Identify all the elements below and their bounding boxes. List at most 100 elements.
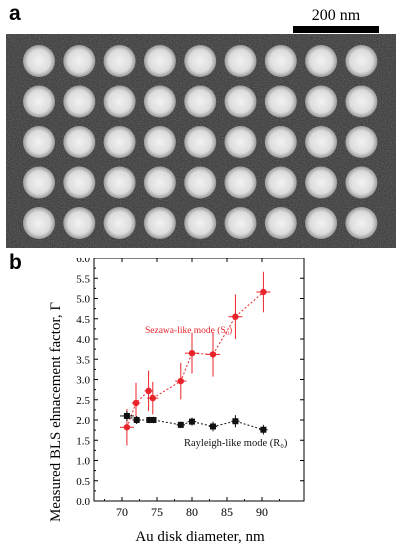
gold-disk: [345, 126, 378, 158]
gold-disk: [224, 85, 257, 118]
y-tick-label: 1.0: [76, 456, 90, 468]
data-point: [145, 387, 152, 395]
data-point: [232, 418, 239, 425]
annotation-rayleigh: Rayleigh-like mode (R₀): [184, 438, 288, 449]
data-point: [209, 351, 217, 358]
gold-disk: [23, 85, 55, 118]
y-tick-label: 4.5: [76, 314, 90, 326]
gold-disk: [264, 166, 297, 199]
gold-disk: [103, 45, 136, 77]
y-tick-label: 5.5: [76, 273, 90, 285]
y-tick-label: 4.0: [76, 334, 90, 346]
series-rayleigh: [119, 411, 268, 435]
gold-disk: [224, 166, 257, 199]
panel-label-a: a: [9, 2, 21, 25]
data-point: [149, 394, 156, 402]
gold-disk: [143, 85, 176, 118]
annotation-sezawa: Sezawa-like mode (S₀): [145, 325, 232, 336]
y-tick-label: 5.0: [76, 294, 90, 306]
gold-disk: [345, 207, 378, 239]
data-point: [260, 426, 267, 433]
sem-micrograph: [6, 34, 396, 248]
gold-disk: [264, 85, 297, 118]
series-line: [126, 291, 264, 428]
x-tick-label: 70: [116, 505, 128, 519]
chart: 0.0 0.5 1.0 1.5 2.0 2.5 3.0 3.5 4.0 4.5 5.0 5.5 6.0 7…: [48, 258, 305, 545]
y-tick-label: 1.5: [76, 435, 90, 447]
chart-annotations: Sezawa-like mode (S₀) Rayleigh-like mode …: [145, 325, 288, 449]
gold-disk: [345, 45, 378, 77]
gold-disk: [264, 207, 297, 239]
gold-disk: [224, 126, 257, 158]
gold-disk: [103, 126, 136, 158]
y-axis-label: Measured BLS ehnacement factor, Γ: [48, 302, 64, 522]
y-tick-label: 3.5: [76, 354, 90, 366]
gold-disk: [305, 207, 338, 239]
gold-disk: [143, 207, 176, 239]
gold-disk: [63, 45, 96, 77]
gold-disk: [184, 207, 217, 239]
gold-disk: [103, 85, 136, 118]
x-tick-label: 80: [186, 505, 198, 519]
gold-disk: [143, 126, 176, 158]
data-point: [189, 418, 195, 425]
data-point: [177, 421, 184, 428]
x-axis-label: Au disk diameter, nm: [135, 529, 265, 545]
gold-disk: [23, 126, 55, 158]
gold-disk: [63, 85, 96, 118]
gold-disk: [184, 85, 217, 118]
data-point: [177, 377, 184, 385]
gold-disk: [305, 45, 338, 77]
gold-disk: [63, 207, 96, 239]
gold-disk: [305, 85, 338, 118]
gold-disk: [103, 166, 136, 199]
gold-disk: [143, 166, 176, 199]
gold-disk: [63, 166, 96, 199]
chart-series: [119, 271, 271, 446]
data-point: [232, 313, 239, 320]
scale-bar-label: 200 nm: [311, 7, 361, 24]
y-tick-label: 0.5: [76, 476, 90, 488]
data-point: [150, 417, 157, 423]
gold-disk: [305, 166, 338, 199]
y-tick-label: 2.0: [76, 415, 90, 427]
gold-disk: [184, 166, 217, 199]
x-tick-label: 90: [256, 505, 268, 519]
gold-disk: [224, 207, 257, 239]
gold-disk: [264, 126, 297, 158]
x-tick-label: 75: [151, 505, 163, 519]
gold-disk: [224, 45, 257, 77]
panel-label-b: b: [9, 251, 22, 274]
plot-frame: [93, 258, 305, 502]
data-point: [260, 288, 267, 296]
y-tick-label: 3.0: [76, 375, 90, 387]
data-point: [210, 423, 216, 430]
gold-disk: [23, 207, 55, 239]
gold-disk: [103, 207, 136, 239]
gold-disk: [63, 126, 96, 158]
gold-disk: [345, 166, 378, 199]
chart-axes: 0.0 0.5 1.0 1.5 2.0 2.5 3.0 3.5 4.0 4.5 5.0 5.5 6.0 7…: [76, 258, 305, 519]
gold-disk: [305, 126, 338, 158]
gold-disk: [23, 166, 55, 199]
gold-disk: [184, 45, 217, 77]
data-point: [146, 417, 153, 423]
y-tick-label: 0.0: [76, 496, 90, 508]
y-tick-label: 6.0: [76, 258, 90, 265]
gold-disk: [23, 45, 55, 77]
gold-disk: [345, 85, 378, 118]
scale-bar: 200 nm: [293, 8, 379, 33]
data-point: [188, 349, 196, 357]
gold-disk: [184, 126, 217, 158]
data-point: [132, 399, 140, 407]
x-tick-label: 85: [221, 505, 233, 519]
data-point: [123, 424, 131, 431]
gold-disk: [264, 45, 297, 77]
gold-disk: [143, 45, 176, 77]
data-point: [123, 412, 130, 419]
disk-grid: [23, 45, 378, 239]
scale-bar-line: [293, 26, 379, 33]
series-sezawa: [119, 271, 271, 446]
y-tick-label: 2.5: [76, 395, 90, 407]
data-point: [133, 417, 140, 423]
